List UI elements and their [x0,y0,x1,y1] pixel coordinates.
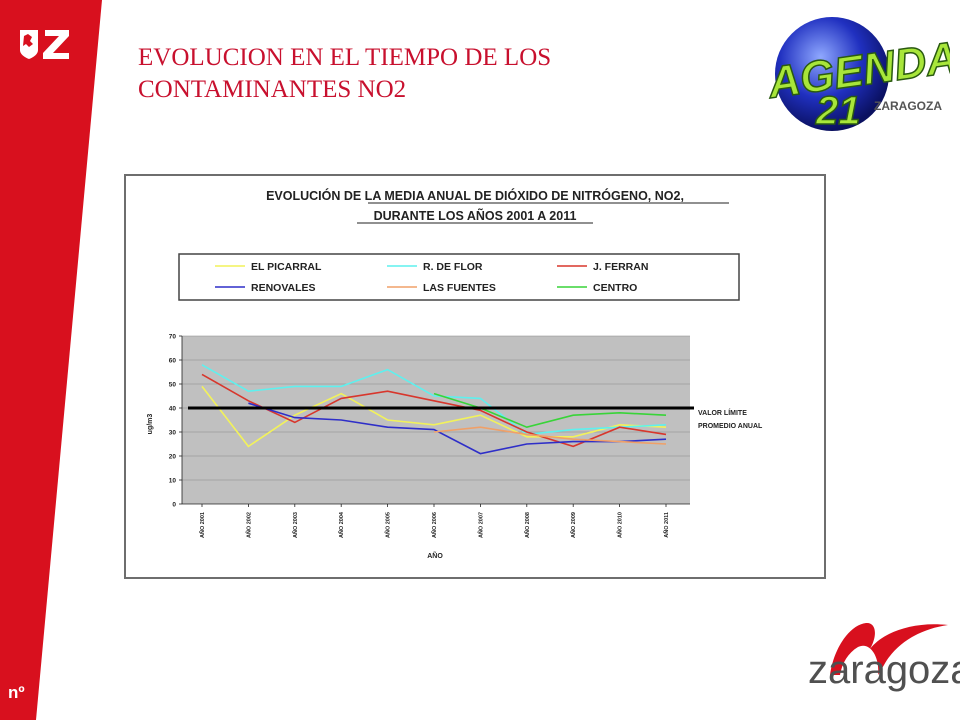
y-tick-label: 30 [169,430,177,437]
series-line-el-picarral [201,385,667,448]
y-tick-label: 70 [169,334,177,341]
series-line-r-de-flor [201,364,667,436]
chart-frame: EVOLUCIÓN DE LA MEDIA ANUAL DE DIÓXIDO D… [124,174,826,579]
x-tick-label: AÑO 2010 [617,512,624,538]
y-tick-label: 0 [172,502,176,509]
legend-label: RENOVALES [251,282,316,294]
no2-line-chart: EVOLUCIÓN DE LA MEDIA ANUAL DE DIÓXIDO D… [147,188,763,560]
x-tick-label: AÑO 2008 [524,512,531,538]
legend-box [178,253,740,301]
y-tick-label: 10 [169,478,177,485]
y-tick-label: 20 [169,454,177,461]
y-tick-label: 50 [169,382,177,389]
x-tick-label: AÑO 2005 [385,512,392,538]
x-tick-label: AÑO 2007 [477,512,484,538]
series-line-las-fuentes [433,426,667,445]
y-axis-label: ug/m3 [147,414,154,435]
legend-label: LAS FUENTES [423,282,496,294]
series-line-renovales [248,402,667,455]
x-tick-label: AÑO 2011 [663,512,670,538]
x-tick-label: AÑO 2003 [292,512,299,538]
title-line-1: EVOLUCION EN EL TIEMPO DE LOS [138,44,552,71]
globe-icon [775,17,889,131]
legend-label: CENTRO [593,282,637,294]
title-line-2: CONTAMINANTES NO2 [138,76,407,103]
x-axis-label: AÑO [427,551,443,560]
limit-label-line-1: VALOR LÍMITE [698,408,747,417]
x-tick-label: AÑO 2002 [245,512,252,538]
x-tick-label: AÑO 2009 [570,512,577,538]
chart-title-line-2: DURANTE LOS AÑOS 2001 A 2011 [374,208,577,223]
page-title: EVOLUCION EN EL TIEMPO DE LOS CONTAMINAN… [138,42,738,106]
x-tick-label: AÑO 2006 [431,512,438,538]
limit-label-line-2: PROMEDIO ANUAL [698,423,763,430]
x-tick-label: AÑO 2001 [199,512,206,538]
zaragoza-lion-logo-icon [20,30,69,59]
zaragoza-brand-text: zaragoza [808,648,960,692]
plot-area [182,336,690,504]
legend-label: EL PICARRAL [251,261,322,273]
slide-number: nº [8,683,25,702]
chart-title-line-1: EVOLUCIÓN DE LA MEDIA ANUAL DE DIÓXIDO D… [266,188,684,203]
zaragoza-brand-logo-icon [830,622,948,675]
y-tick-label: 60 [169,358,177,365]
agenda-city: ZARAGOZA [874,99,942,113]
y-tick-label: 40 [169,406,177,413]
agenda-number: 21 [815,89,861,132]
series-line-centro [433,392,667,429]
agenda21-logo: AGENDA 21 ZARAGOZA [764,17,950,132]
legend-label: R. DE FLOR [423,261,483,273]
x-tick-label: AÑO 2004 [338,511,345,538]
legend-label: J. FERRAN [593,261,648,273]
